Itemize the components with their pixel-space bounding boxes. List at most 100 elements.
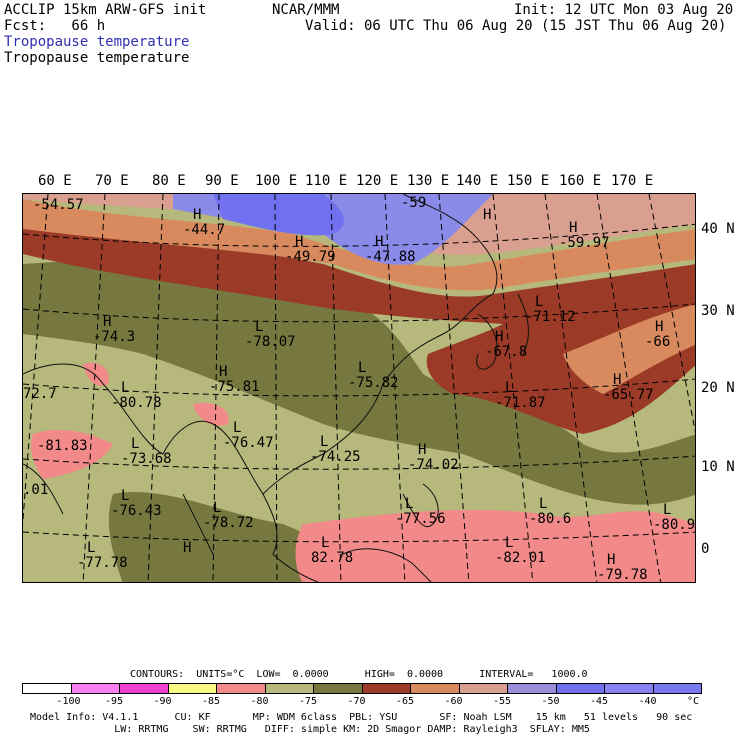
extremum-marker: L [320,434,328,450]
longitude-label: 70 E [95,173,129,189]
extremum-value: -59.97 [559,235,610,251]
extremum-value: .01 [23,482,48,498]
colorbar-swatch [22,683,72,694]
colorbar-swatch [604,683,654,694]
colorbar-label: -80 [250,696,269,707]
center-label: NCAR/MMM [272,2,340,18]
extremum-marker: L [121,380,129,396]
latitude-label: 40 N [701,221,735,237]
latitude-label: 10 N [701,459,735,475]
colorbar-swatch [70,683,120,694]
extremum-value: -80.6 [529,511,571,527]
model-title: ACCLIP 15km ARW-GFS init [4,2,207,18]
forecast-hour: Fcst: 66 h [4,18,106,34]
colorbar-label: -50 [541,696,560,707]
extremum-value: -80.9 [653,517,695,533]
extremum-marker: H [655,319,663,335]
field-orange [23,199,695,291]
colorbar-label: -65 [396,696,415,707]
colorbar-label: -40 [638,696,657,707]
extremum-value: -71.87 [495,395,546,411]
field-salmon-s [295,509,695,582]
extremum-marker: H [607,552,615,568]
extremum-value: -79.78 [597,567,648,583]
field-title-blue: Tropopause temperature [4,34,190,50]
colorbar-label: -75 [299,696,318,707]
colorbar-swatch [458,683,508,694]
extremum-value: 72.7 [23,386,57,402]
extremum-marker: H [495,329,503,345]
extremum-marker: H [183,540,191,556]
extrema-labels: -54.57H-44.7-59HH-49.79H-47.88H-59.97H-7… [23,195,695,583]
colorbar-swatch [119,683,169,694]
extremum-marker: L [121,488,129,504]
extremum-marker: H [375,234,383,250]
colorbar-label: -60 [444,696,463,707]
longitude-label: 60 E [38,173,72,189]
extremum-value: -49.79 [285,249,336,265]
extremum-value: -80.78 [111,395,162,411]
longitude-label: 100 E [255,173,298,189]
colorbar-label: -85 [202,696,221,707]
extremum-value: -77.78 [77,555,128,571]
colorbar-label: -100 [56,696,81,707]
extremum-value: -78.72 [203,515,254,531]
extremum-marker: H [219,364,227,380]
extremum-marker: L [87,540,95,556]
extremum-marker: L [213,500,221,516]
longitude-label: 130 E [407,173,450,189]
map-panel: -54.57 H -44.7 -59 H H -49.79 H -47.88 H -59.97 H -7… [22,193,696,583]
extremum-value: 82.78 [311,550,353,566]
extremum-marker: H [103,314,111,330]
model-info-line1: Model Info: V4.1.1 CU: KF MP: WDM 6class… [30,712,693,723]
extremum-marker: L [405,496,413,512]
colorbar-swatch [361,683,411,694]
extremum-value: -75.81 [209,379,260,395]
colorbar-label: -45 [590,696,609,707]
extremum-marker: H [613,372,621,388]
field-deepblue [213,194,344,236]
extremum-value: -73.68 [121,451,172,467]
extremum-marker: H [295,234,303,250]
extremum-marker: L [505,535,513,551]
field-darkred [23,214,695,434]
extremum-marker: L [535,294,543,310]
extremum-value: -59 [401,195,426,211]
colorbar-label: -90 [153,696,172,707]
field-olive-south [108,491,352,582]
extremum-marker: H [418,442,426,458]
extremum-value: -44.7 [183,222,225,238]
extremum-value: -76.47 [223,435,274,451]
extremum-value: -74.02 [408,457,459,473]
colorbar-swatch [555,683,605,694]
extremum-marker: L [358,360,366,376]
extremum-marker: H [569,220,577,236]
extremum-marker: L [321,535,329,551]
colorbar-swatch [216,683,266,694]
longitude-label: 90 E [205,173,239,189]
extremum-marker: L [539,496,547,512]
colorbar-swatch [264,683,314,694]
extremum-value: -76.43 [111,503,162,519]
longitude-label: 170 E [611,173,654,189]
field-olive [23,261,695,505]
extremum-marker: L [255,319,263,335]
extremum-value: -81.83 [37,438,88,454]
extremum-value: -74.25 [310,449,361,465]
colorbar-swatch [313,683,363,694]
colorbar-label: -70 [347,696,366,707]
field-salmon-mid [193,402,229,426]
longitude-label: 80 E [152,173,186,189]
colorbar-swatch [410,683,460,694]
init-time: Init: 12 UTC Mon 03 Aug 20 [514,2,734,18]
latitude-label: 30 N [701,303,735,319]
colorbar-swatch [167,683,217,694]
valid-time: Valid: 06 UTC Thu 06 Aug 20 (15 JST Thu … [305,18,727,34]
colorbar-label: °C [687,696,700,707]
graticule [23,194,695,582]
latitude-label: 0 [701,541,710,557]
extremum-value: -54.57 [33,197,84,213]
coastlines [23,194,529,582]
extremum-marker: L [131,436,139,452]
longitude-label: 140 E [456,173,499,189]
